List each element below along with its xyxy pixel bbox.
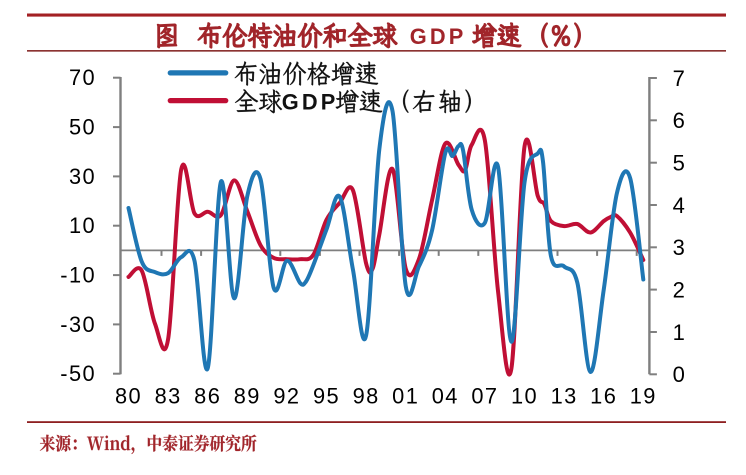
svg-text:86: 86 xyxy=(194,384,221,409)
svg-text:16: 16 xyxy=(590,384,617,409)
svg-text:-50: -50 xyxy=(60,361,96,386)
svg-text:07: 07 xyxy=(471,384,498,409)
svg-text:6: 6 xyxy=(673,108,685,133)
svg-text:01: 01 xyxy=(392,384,419,409)
svg-text:50: 50 xyxy=(69,115,96,140)
svg-text:2: 2 xyxy=(673,277,685,302)
svg-text:19: 19 xyxy=(630,384,657,409)
svg-text:83: 83 xyxy=(155,384,182,409)
svg-text:92: 92 xyxy=(273,384,300,409)
svg-text:13: 13 xyxy=(551,384,578,409)
svg-text:95: 95 xyxy=(313,384,340,409)
svg-text:GDP: GDP xyxy=(282,90,339,115)
svg-text:04: 04 xyxy=(432,384,459,409)
svg-text:1: 1 xyxy=(673,320,685,345)
svg-text:5: 5 xyxy=(673,151,685,176)
svg-text:-30: -30 xyxy=(60,312,96,337)
svg-text:7: 7 xyxy=(673,66,685,91)
svg-text:70: 70 xyxy=(69,65,96,90)
svg-text:-10: -10 xyxy=(60,263,96,288)
svg-text:10: 10 xyxy=(69,213,96,238)
svg-text:10: 10 xyxy=(511,384,538,409)
svg-text:89: 89 xyxy=(234,384,261,409)
svg-text:4: 4 xyxy=(673,193,685,218)
svg-text:80: 80 xyxy=(115,384,142,409)
svg-text:98: 98 xyxy=(353,384,380,409)
svg-text:30: 30 xyxy=(69,164,96,189)
svg-text:GDP: GDP xyxy=(410,24,467,49)
svg-text:3: 3 xyxy=(673,235,685,260)
svg-text:0: 0 xyxy=(673,362,685,387)
